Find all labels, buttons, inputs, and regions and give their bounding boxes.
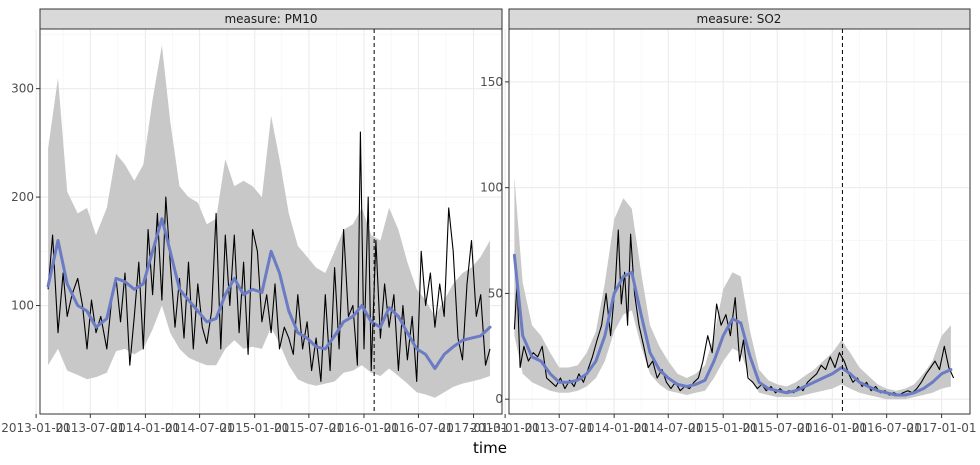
y-tick-label: 0: [495, 392, 503, 406]
y-tick-label: 100: [11, 299, 34, 313]
observed-line-pm10: [47, 131, 491, 383]
x-tick-label: 2013-01-01: [470, 421, 540, 435]
plot-layer-so2: [504, 29, 970, 414]
x-tick-label: 2016-07-01: [384, 421, 454, 435]
facet-strip-label-so2: measure: SO2: [697, 12, 782, 26]
y-tick-label: 200: [11, 190, 34, 204]
y-tick-label: 150: [480, 75, 503, 89]
x-tick-label: 2016-07-01: [852, 421, 922, 435]
x-tick-label: 2017-01-01: [439, 421, 509, 435]
x-tick-label: 2014-07-01: [165, 421, 235, 435]
x-tick-label: 2013-07-01: [55, 421, 125, 435]
x-tick-label: 2016-01-01: [329, 421, 399, 435]
trend-line-so2: [512, 253, 953, 397]
y-tick-label: 100: [480, 181, 503, 195]
plot-layer-pm10: [35, 29, 502, 414]
x-tick-label: 2015-01-01: [220, 421, 290, 435]
facet-panel-so2: measure: SO2 0 50 100 150 2013-01-012013-07-…: [470, 8, 977, 435]
panel-border-so2: [508, 28, 971, 415]
x-tick-label: 2014-01-01: [579, 421, 649, 435]
panel-border-pm10: [39, 28, 503, 415]
x-tick-label: 2014-01-01: [111, 421, 181, 435]
y-tick-label: 50: [488, 286, 503, 300]
y-tick-label: 300: [11, 82, 34, 96]
x-tick-label: 2015-07-01: [742, 421, 812, 435]
x-axis-title: time: [473, 439, 507, 457]
x-tick-label: 2015-07-01: [274, 421, 344, 435]
x-tick-label: 2017-01-01: [907, 421, 977, 435]
x-tick-label: 2014-07-01: [633, 421, 703, 435]
x-tick-label: 2016-01-01: [797, 421, 867, 435]
x-tick-label: 2013-01-01: [1, 421, 71, 435]
facet-panel-pm10: measure: PM10 100 200 300 2013-01-012013-07…: [1, 8, 509, 435]
facet-strip-label-pm10: measure: PM10: [224, 12, 317, 26]
x-tick-label: 2013-07-01: [524, 421, 594, 435]
x-tick-label: 2015-01-01: [688, 421, 758, 435]
confidence-band-so2: [514, 177, 951, 400]
trend-line-pm10: [46, 217, 492, 370]
